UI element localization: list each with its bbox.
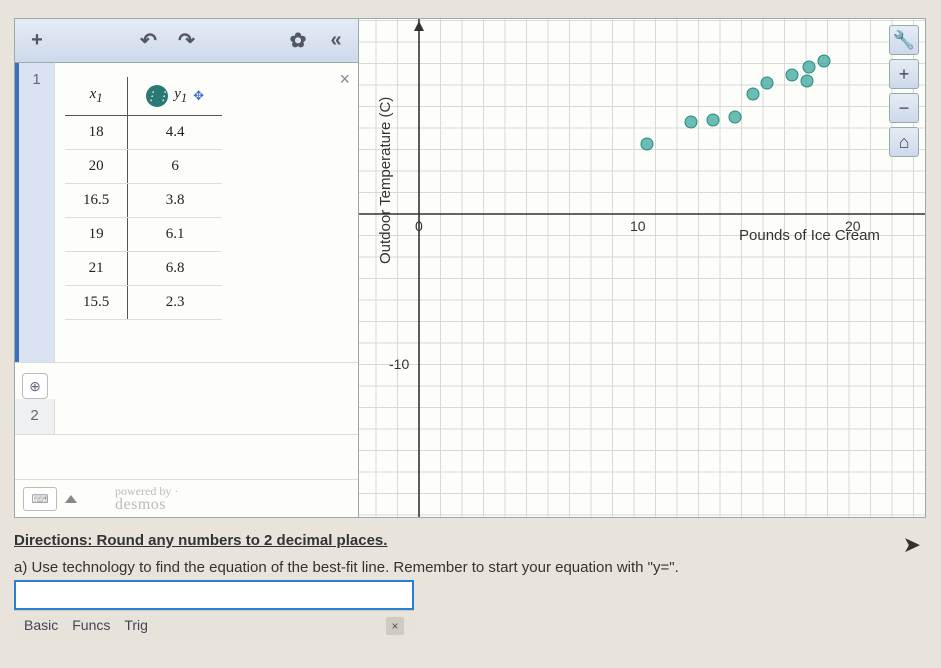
data-point[interactable] [803,61,815,73]
x-column-header[interactable]: x1 [65,77,128,116]
powered-by-label: powered by · desmos [115,485,178,513]
kb-tab-funcs[interactable]: Funcs [72,617,110,635]
expression-content: × x1 ⋮⋮ [55,63,358,362]
collapse-panel-button[interactable]: « [320,25,352,57]
kb-close-button[interactable]: × [386,617,404,635]
x-cell[interactable]: 16.5 [65,184,128,218]
data-point[interactable] [818,55,830,67]
undo-button[interactable]: ↶ [133,25,165,57]
table-row[interactable]: 196.1 [65,218,222,252]
expression-toolbar: + ↶ ↷ ✿ « [15,19,358,63]
y-cell[interactable]: 6.8 [128,252,222,286]
x-tick-label: 0 [415,218,423,234]
zoom-in-button[interactable]: + [889,59,919,89]
zoom-out-button[interactable]: − [889,93,919,123]
y-cell[interactable]: 6 [128,150,222,184]
delete-expression-button[interactable]: × [339,69,350,90]
y-header-sub: 1 [181,91,187,105]
x-cell[interactable]: 21 [65,252,128,286]
zoom-fit-button[interactable]: ⊕ [22,373,48,399]
cursor-icon: ➤ [903,532,921,558]
data-point[interactable] [685,116,697,128]
data-table[interactable]: x1 ⋮⋮ y1 ✥ [65,77,328,320]
graph-tools: 🔧 + − ⌂ [889,25,919,157]
y-axis-label: Outdoor Temperature (C) [377,97,394,264]
graph-panel[interactable]: Outdoor Temperature (C) Pounds of Ice Cr… [359,19,925,517]
x-header-sub: 1 [96,91,102,105]
directions-text: Directions: Round any numbers to 2 decim… [14,532,914,549]
keyboard-toggle-button[interactable]: ⌨ [23,487,57,511]
expression-row-2[interactable]: 2 [15,399,358,435]
expression-index: 2 [15,399,55,434]
table-row[interactable]: 216.8 [65,252,222,286]
answer-input[interactable] [14,580,414,610]
desmos-panel: + ↶ ↷ ✿ « 1 × x1 [14,18,926,518]
table-row[interactable]: 15.52.3 [65,286,222,320]
x-cell[interactable]: 18 [65,116,128,150]
x-tick-label: 20 [845,218,861,234]
graph-settings-button[interactable]: ✿ [282,25,314,57]
y-cell[interactable]: 3.8 [128,184,222,218]
graph-canvas[interactable] [359,19,925,517]
home-button[interactable]: ⌂ [889,127,919,157]
x-cell[interactable]: 19 [65,218,128,252]
y-header-var: y [174,86,181,102]
x-tick-label: 10 [630,218,646,234]
series-color-icon[interactable]: ⋮⋮ [146,85,168,107]
expression-footer: ⌨ powered by · desmos [15,479,358,517]
table-row[interactable]: 206 [65,150,222,184]
expression-panel: + ↶ ↷ ✿ « 1 × x1 [15,19,359,517]
data-point[interactable] [641,138,653,150]
kb-tab-basic[interactable]: Basic [24,617,58,635]
expression-body: 1 × x1 [15,63,358,517]
redo-button[interactable]: ↷ [171,25,203,57]
wrench-button[interactable]: 🔧 [889,25,919,55]
expression-index: 1 [15,63,55,362]
expression-content-empty[interactable] [55,399,358,434]
y-cell[interactable]: 4.4 [128,116,222,150]
y-cell[interactable]: 6.1 [128,218,222,252]
x-cell[interactable]: 15.5 [65,286,128,320]
data-point[interactable] [729,111,741,123]
kb-tab-trig[interactable]: Trig [124,617,148,635]
expression-row-1[interactable]: 1 × x1 [15,63,358,363]
drag-column-icon[interactable]: ✥ [193,88,204,104]
y-column-header[interactable]: ⋮⋮ y1 ✥ [128,77,222,116]
data-point[interactable] [707,114,719,126]
data-point[interactable] [761,77,773,89]
question-area: Directions: Round any numbers to 2 decim… [14,532,914,639]
data-point[interactable] [801,75,813,87]
table-row[interactable]: 16.53.8 [65,184,222,218]
table-row[interactable]: 184.4 [65,116,222,150]
data-point[interactable] [747,88,759,100]
data-point[interactable] [786,69,798,81]
x-cell[interactable]: 20 [65,150,128,184]
y-cell[interactable]: 2.3 [128,286,222,320]
math-keyboard-tabs: Basic Funcs Trig × [14,610,414,639]
y-tick-label: -10 [389,356,409,372]
part-a-text: a) Use technology to find the equation o… [14,559,914,576]
add-expression-button[interactable]: + [21,25,53,57]
collapse-footer-icon[interactable] [65,495,77,503]
